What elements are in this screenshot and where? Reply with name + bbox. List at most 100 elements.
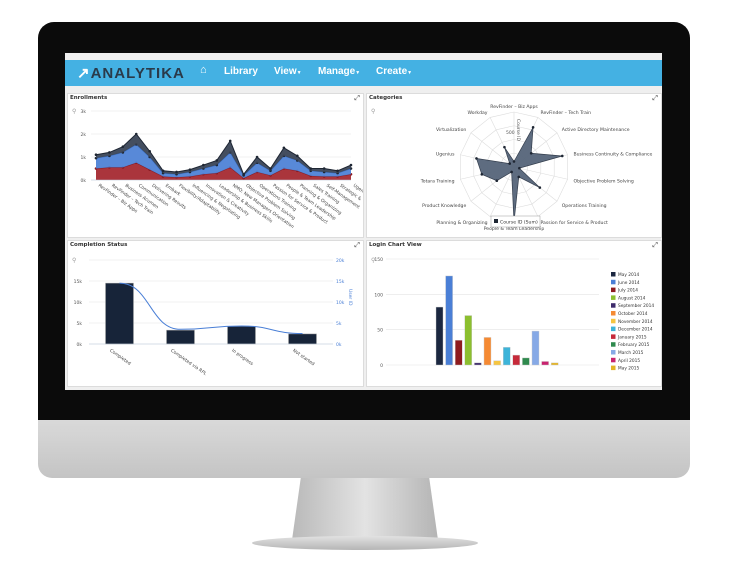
nav-manage[interactable]: Manage▼ <box>318 66 360 77</box>
radar-spoke <box>489 166 515 217</box>
data-point <box>495 179 499 183</box>
radar-spoke <box>513 166 568 180</box>
radar-category-label: Passion for Service & Product <box>540 220 608 226</box>
legend-swatch <box>611 311 616 316</box>
data-point <box>255 155 259 159</box>
nav-manage-label: Manage <box>318 66 356 77</box>
data-point <box>508 162 511 165</box>
legend-swatch <box>611 342 616 347</box>
bar <box>105 282 134 345</box>
radar-category-label: Totara Training <box>420 179 455 185</box>
data-point <box>336 169 339 173</box>
radar-category-label: RevFinder – Tech Train <box>540 110 591 116</box>
legend-swatch <box>611 350 616 355</box>
monitor-base <box>252 536 478 550</box>
radar-category-label: Workday <box>467 110 487 116</box>
bar <box>522 357 530 366</box>
y-tick-label: 0 <box>380 363 383 369</box>
data-point <box>517 175 521 179</box>
radar-category-label: Business Continuity & Compliance <box>573 151 652 157</box>
zoom-icon: ⚲ <box>371 257 375 264</box>
radar-category-label: Product Knowledge <box>422 203 466 209</box>
nav-library[interactable]: Library <box>224 66 258 77</box>
data-point <box>134 132 138 136</box>
nav-view-label: View <box>274 66 297 77</box>
legend-label: April 2015 <box>618 358 640 364</box>
series-line-2 <box>95 133 352 176</box>
bar <box>483 337 492 366</box>
data-point <box>121 145 125 148</box>
bar <box>454 340 463 366</box>
y2-tick-label: 15k <box>336 279 345 285</box>
expand-icon[interactable]: ⤢ <box>652 94 658 102</box>
radar-series <box>475 127 563 223</box>
y-tick-label: 2k <box>81 132 87 138</box>
bar <box>445 275 453 366</box>
login-panel: 0 50 100 150 ⚲ May 2014 June 2014 July 2014 Augu… <box>366 240 662 387</box>
bar <box>474 362 482 366</box>
legend-swatch <box>611 326 616 332</box>
home-icon[interactable]: ⌂ <box>200 64 207 76</box>
legend-label: January 2015 <box>617 334 647 340</box>
legend-label: February 2015 <box>618 342 650 348</box>
y2-tick-label: 0k <box>336 342 342 348</box>
bar <box>464 315 473 366</box>
data-point <box>148 149 151 153</box>
data-point <box>480 173 484 176</box>
data-point <box>282 146 286 150</box>
nav-create[interactable]: Create▼ <box>376 66 412 77</box>
legend-label: September 2014 <box>618 303 654 309</box>
legend-label: October 2014 <box>618 311 648 317</box>
legend-swatch <box>611 357 616 363</box>
y-tick-label: 10k <box>74 300 83 306</box>
legend-swatch <box>611 295 616 300</box>
expand-icon[interactable]: ⤢ <box>354 241 360 249</box>
data-point <box>188 168 192 171</box>
y2-axis-label: User ID <box>347 289 353 306</box>
x-tick-label: Completed via RPL <box>169 348 208 378</box>
panel-title: Enrollments <box>70 95 108 101</box>
legend-swatch <box>494 219 498 223</box>
panel-title: Completion Status <box>70 242 128 248</box>
legend-swatch <box>611 318 616 324</box>
legend-swatch <box>611 287 616 293</box>
monitor-chin <box>38 420 690 478</box>
x-tick-label: Completed <box>108 348 132 367</box>
y-tick-label: 100 <box>374 292 383 298</box>
bar <box>288 333 317 345</box>
legend-label: Course ID (Sum) <box>500 220 538 226</box>
logo[interactable]: ↗ANALYTIKA <box>77 65 185 82</box>
y-tick-label: 0k <box>77 342 83 348</box>
area-series-2 <box>96 134 351 176</box>
radar-axis-label: Course ID <box>515 119 521 141</box>
expand-icon[interactable]: ⤢ <box>652 241 658 249</box>
data-point <box>512 160 516 163</box>
bar <box>227 326 256 345</box>
legend-label: March 2015 <box>618 350 644 356</box>
chevron-down-icon: ▼ <box>407 70 413 76</box>
nav-view[interactable]: View▼ <box>274 66 302 77</box>
data-point <box>296 154 299 158</box>
legend-label: July 2014 <box>617 288 638 294</box>
radar-category-label: Virtualization <box>436 127 466 133</box>
zoom-icon: ⚲ <box>72 108 76 115</box>
data-point <box>175 170 178 174</box>
data-point <box>529 151 533 155</box>
radar-category-label: Active Directory Maintenance <box>562 127 630 133</box>
data-point <box>94 153 98 156</box>
data-point <box>518 166 521 170</box>
nav-create-label: Create <box>376 66 408 77</box>
completion-chart: 0k 5k 10k 15k 0k 5k 10k 15k 20k User ID ⚲ Completed… <box>72 257 353 378</box>
expand-icon[interactable]: ⤢ <box>354 94 360 102</box>
categories-panel: ⚲ RevFinder – Biz Apps RevFinder – Tech Tr… <box>366 93 662 238</box>
bar <box>166 329 195 345</box>
y-tick-label: 50 <box>377 328 383 334</box>
legend-swatch <box>611 279 616 285</box>
y-tick-label: 5k <box>77 321 83 327</box>
bar <box>531 330 540 366</box>
legend-label: May 2014 <box>618 272 639 278</box>
legend-swatch <box>611 365 616 371</box>
bar <box>493 360 501 366</box>
radar-category-label: Ugenius <box>436 151 455 157</box>
